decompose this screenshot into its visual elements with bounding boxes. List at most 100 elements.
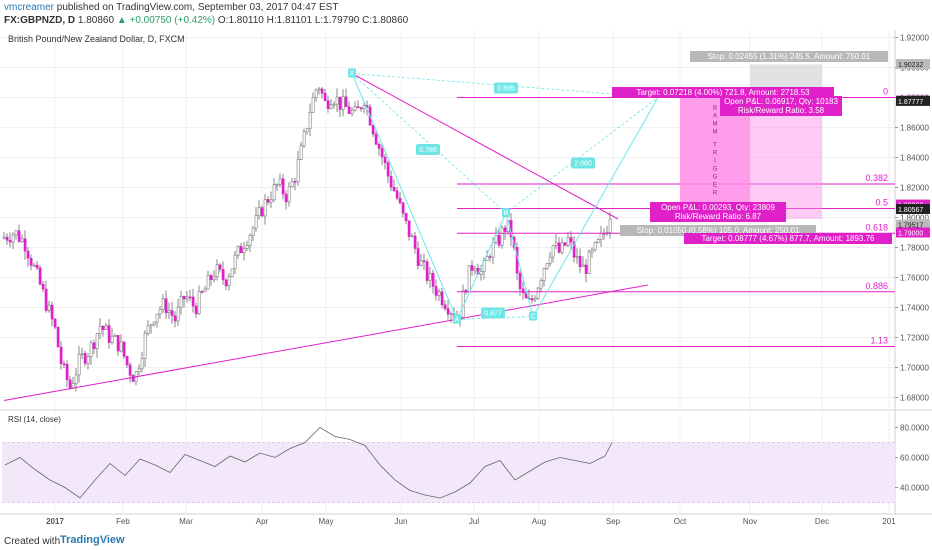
time-tick-label: Oct: [674, 517, 687, 526]
price-tag-bg: [896, 59, 930, 70]
candle: [548, 251, 552, 267]
author-link[interactable]: vmcreamer: [4, 2, 55, 13]
time-tick-label: Sep: [606, 517, 621, 526]
candle-body: [443, 304, 447, 309]
candle-body: [137, 368, 141, 372]
candle: [404, 212, 408, 225]
candle-body: [314, 89, 318, 98]
candle-body: [386, 162, 390, 177]
candle-body: [17, 230, 21, 242]
candle-body: [263, 199, 267, 217]
candle-body: [47, 304, 51, 311]
candle: [578, 248, 582, 274]
price-tick-label: 1.68000: [900, 394, 929, 403]
candle: [245, 240, 249, 252]
candle: [77, 345, 81, 383]
candle-body: [572, 241, 576, 258]
ratio-label-box: [571, 157, 595, 169]
candle-body: [257, 207, 261, 216]
publish-line: vmcreamer published on TradingView.com, …: [4, 2, 338, 13]
rsi-panel: RSI (14, close): [2, 415, 895, 503]
price-tag: 1.80567: [896, 203, 930, 214]
price-tag-label: 1.80567: [898, 207, 923, 214]
candle: [8, 232, 12, 248]
bamm-letter: B: [713, 106, 717, 112]
candle-body: [446, 308, 450, 315]
price-tag: 1.79000: [896, 227, 930, 238]
candle-body: [113, 335, 117, 337]
candle-body: [560, 242, 564, 253]
pattern-point: X: [348, 68, 356, 78]
candle: [257, 200, 261, 220]
candle: [23, 230, 27, 260]
axes: 1.920001.900001.880001.860001.840001.820…: [46, 34, 930, 526]
chart-title: British Pound/New Zealand Dollar, D, FXC…: [8, 34, 185, 44]
candle-body: [344, 96, 348, 107]
harmonic-ratio-line: [505, 97, 659, 214]
candle-body: [71, 383, 75, 389]
candle: [86, 353, 90, 370]
price-tag: 1.90232: [896, 59, 930, 70]
pattern-point-box: [529, 311, 537, 321]
bamm-letter: M: [713, 122, 718, 128]
price-tag-bg: [896, 95, 930, 106]
candle: [290, 177, 294, 188]
candle-body: [158, 309, 162, 315]
candle-body: [8, 240, 12, 243]
candle-body: [389, 175, 393, 188]
candle: [83, 350, 87, 367]
fib-level-label: 0.886: [865, 281, 888, 291]
candle: [203, 286, 207, 292]
ratio-label-box: [481, 307, 505, 319]
candle-body: [353, 106, 357, 111]
candle: [44, 280, 48, 313]
candle-body: [329, 104, 333, 109]
candle-body: [320, 88, 324, 94]
candle: [539, 278, 543, 293]
candle-body: [275, 184, 279, 186]
target-zone-box: [680, 97, 750, 219]
candle: [161, 293, 165, 314]
candle: [128, 362, 132, 383]
candle-body: [116, 335, 120, 352]
candle-body: [77, 354, 81, 376]
candle-body: [155, 313, 159, 323]
candle-body: [140, 358, 144, 370]
candle-body: [362, 105, 366, 110]
candle: [590, 247, 594, 258]
candle-body: [248, 235, 252, 246]
fib-level-label: 0: [883, 87, 888, 97]
candle: [98, 318, 102, 340]
candle: [428, 266, 432, 289]
stop-label-top: Stop: 0.02455 (1.31%) 245.5, Amount: 750…: [690, 51, 888, 62]
candle: [209, 273, 213, 286]
candle: [395, 187, 399, 201]
candle-body: [341, 96, 345, 110]
candle: [5, 233, 9, 245]
symbol-line: FX:GBPNZD, D 1.80860 ▲ +0.00750 (+0.42%)…: [4, 15, 408, 26]
candle-body: [221, 269, 225, 281]
candle: [437, 288, 441, 302]
candle-body: [206, 275, 210, 290]
candle: [311, 92, 315, 113]
candle-body: [146, 325, 150, 334]
tradingview-logo[interactable]: TradingView: [60, 534, 125, 546]
candle-body: [194, 305, 198, 315]
candle: [350, 106, 354, 117]
candle: [17, 224, 21, 243]
candle-body: [584, 264, 588, 274]
candle-body: [317, 88, 321, 91]
candle-body: [41, 283, 45, 290]
candle-body: [53, 318, 57, 328]
candle: [221, 261, 225, 286]
candle-body: [500, 227, 504, 246]
candle-body: [272, 184, 276, 201]
candle-body: [143, 332, 147, 359]
candle-body: [593, 242, 597, 251]
candle-body: [23, 238, 27, 252]
stop-label-mid-bg: [620, 225, 816, 236]
price-tag-bg: [896, 203, 930, 214]
candle: [488, 253, 492, 262]
candle-body: [416, 248, 420, 266]
